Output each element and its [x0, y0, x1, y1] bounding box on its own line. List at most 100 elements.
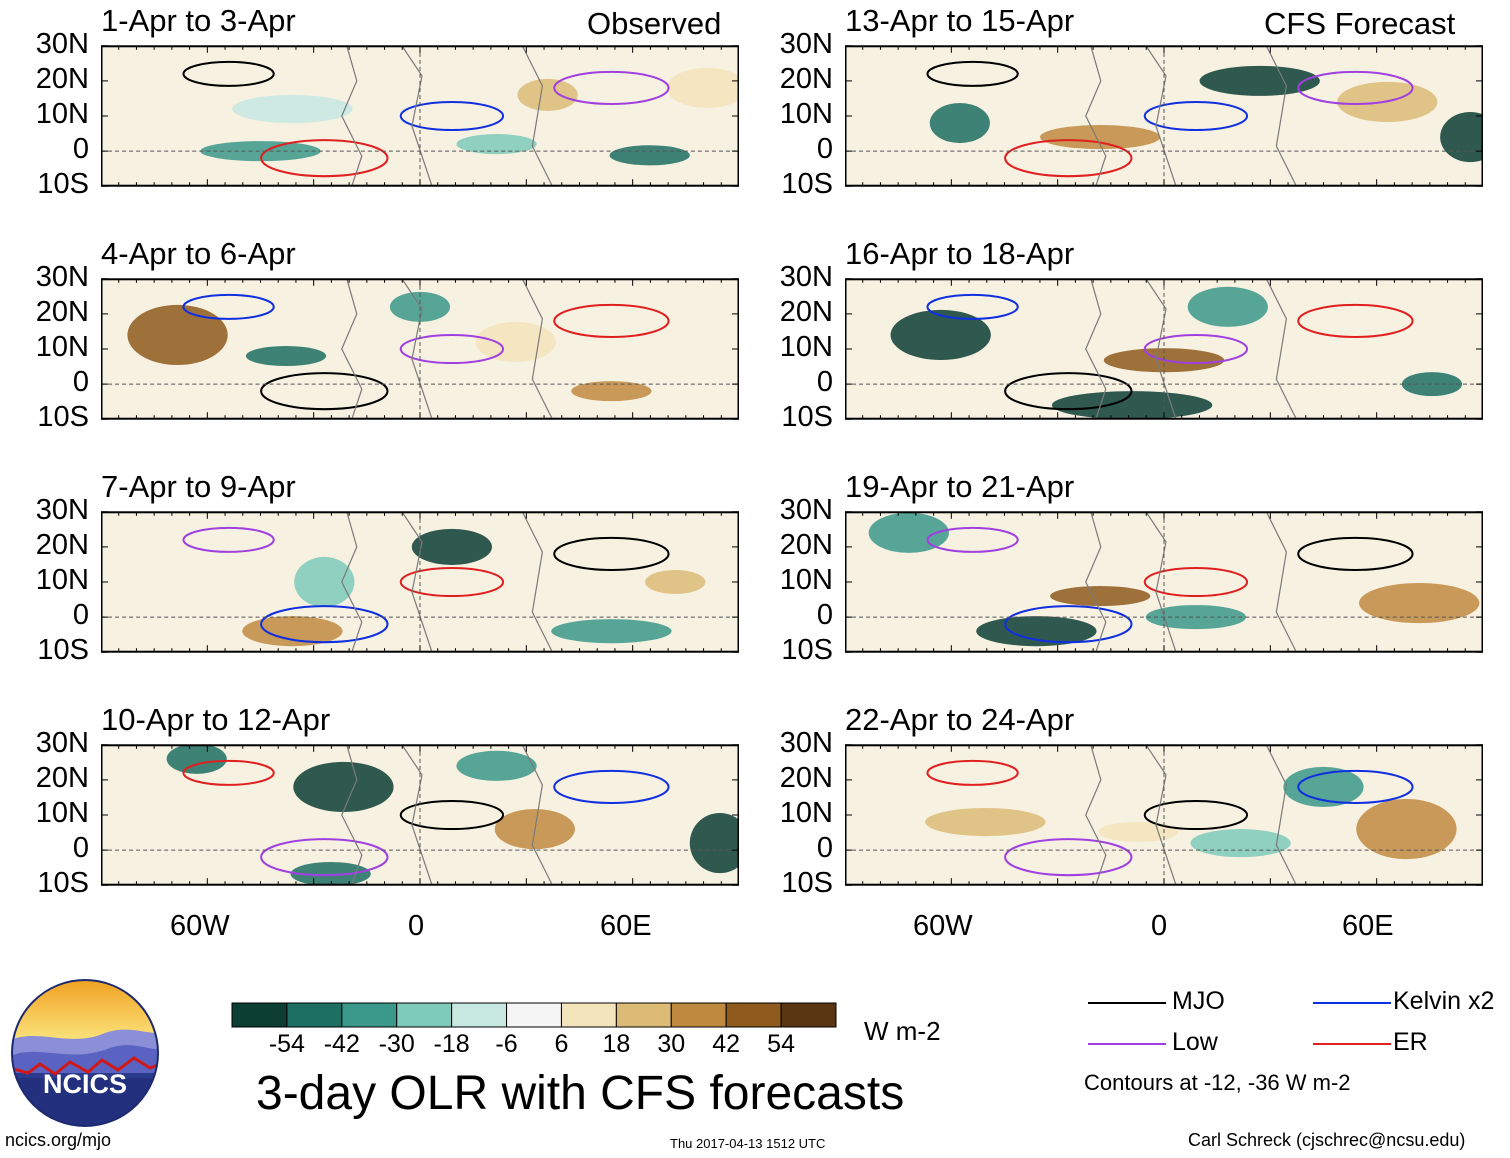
lat-tick-label: 0	[816, 832, 833, 864]
contour-line	[182, 293, 275, 320]
colorbar	[229, 1001, 839, 1031]
colorbar-tick-label: -42	[323, 1030, 360, 1058]
colorbar-swatch	[286, 1002, 343, 1028]
colorbar-units: W m-2	[864, 1016, 941, 1046]
contour-line	[399, 100, 505, 132]
panel-title: 4-Apr to 6-Apr	[101, 236, 296, 271]
contour-line	[1297, 70, 1414, 105]
lat-tick-label: 20N	[779, 529, 833, 561]
contour-line	[182, 60, 275, 87]
lat-tick-label: 0	[816, 366, 833, 398]
colorbar-tick-label: 6	[554, 1030, 569, 1058]
forecast-label: CFS Forecast	[1264, 6, 1456, 41]
olr-anomaly-region	[294, 556, 355, 608]
lon-tick-60e-right: 60E	[1342, 910, 1394, 942]
observed-label: Observed	[587, 6, 722, 41]
legend-label: Kelvin x2	[1393, 987, 1495, 1015]
olr-anomaly-region	[1050, 586, 1151, 607]
lat-tick-label: 10S	[781, 867, 833, 899]
lat-tick-label: 0	[816, 599, 833, 631]
lat-tick-label: 20N	[779, 296, 833, 328]
olr-anomaly-region	[925, 807, 1046, 837]
lon-tick-0-left: 0	[408, 910, 425, 942]
olr-anomaly-region	[1187, 286, 1268, 327]
main-title: 3-day OLR with CFS forecasts	[256, 1067, 905, 1120]
contour-line	[1297, 536, 1414, 571]
colorbar-swatch	[670, 1002, 727, 1028]
lat-tick-label: 20N	[779, 63, 833, 95]
lat-tick-label: 0	[72, 133, 89, 165]
contour-line	[1143, 566, 1249, 598]
colorbar-tick-label: -6	[495, 1030, 518, 1058]
logo-text: NCICS	[43, 1069, 127, 1099]
olr-anomaly-region	[242, 616, 343, 647]
lat-tick-label: 10S	[781, 634, 833, 666]
olr-anomaly-region	[127, 304, 228, 366]
olr-anomaly-region	[1356, 798, 1457, 860]
contour-line	[1004, 605, 1133, 644]
coastline	[341, 744, 553, 886]
contour-line	[553, 769, 670, 804]
lat-tick-label: 10N	[35, 331, 89, 363]
olr-map-panel	[101, 744, 739, 886]
olr-anomaly-region	[551, 619, 672, 644]
colorbar-tick-label: -54	[268, 1030, 305, 1058]
colorbar-tick-label: 42	[712, 1030, 741, 1058]
olr-anomaly-region	[929, 102, 990, 144]
contour-line	[926, 60, 1019, 87]
olr-anomaly-region	[666, 67, 739, 108]
coastline	[1085, 511, 1297, 653]
panel-title: 1-Apr to 3-Apr	[101, 3, 296, 38]
olr-map-panel	[101, 511, 739, 653]
olr-anomaly-region	[890, 309, 991, 361]
contour-line	[1143, 100, 1249, 132]
olr-anomaly-region	[411, 528, 493, 565]
coastline	[1085, 278, 1297, 420]
lat-tick-label: 20N	[779, 762, 833, 794]
colorbar-tick-label: -18	[433, 1030, 470, 1058]
lat-tick-label: 10N	[35, 564, 89, 596]
lat-tick-label: 30N	[779, 494, 833, 526]
coastline	[341, 511, 553, 653]
panel-title: 22-Apr to 24-Apr	[845, 702, 1075, 737]
contour-line	[926, 293, 1019, 320]
olr-anomaly-region	[1283, 766, 1364, 807]
lat-tick-label: 0	[72, 599, 89, 631]
olr-map-panel	[101, 45, 739, 187]
lat-tick-label: 10N	[35, 98, 89, 130]
lat-tick-label: 10S	[37, 401, 89, 433]
lat-tick-label: 10N	[779, 98, 833, 130]
contour-line	[926, 759, 1019, 786]
contour-line	[182, 759, 275, 786]
lat-tick-label: 20N	[35, 63, 89, 95]
lon-tick-60w-left: 60W	[170, 910, 230, 942]
olr-anomaly-region	[290, 861, 371, 886]
colorbar-tick-label: 30	[657, 1030, 686, 1058]
contour-line	[399, 566, 505, 598]
contour-line	[399, 333, 505, 365]
footer-url[interactable]: ncics.org/mjo	[5, 1130, 112, 1150]
lat-tick-label: 20N	[35, 529, 89, 561]
lat-tick-label: 30N	[779, 28, 833, 60]
contour-line	[399, 799, 505, 831]
ncics-logo: NCICS	[10, 978, 160, 1128]
colorbar-swatch	[560, 1002, 617, 1028]
olr-map-panel	[845, 511, 1483, 653]
olr-anomaly-region	[456, 134, 537, 155]
olr-anomaly-region	[609, 145, 690, 166]
contour-line	[1004, 372, 1133, 411]
olr-anomaly-region	[1440, 111, 1483, 163]
colorbar-tick-label: 18	[602, 1030, 631, 1058]
lat-tick-label: 10S	[37, 634, 89, 666]
contour-line	[1297, 303, 1414, 338]
lat-tick-label: 20N	[35, 762, 89, 794]
contour-line	[1297, 769, 1414, 804]
lat-tick-label: 0	[816, 133, 833, 165]
olr-anomaly-region	[517, 78, 578, 111]
contour-line	[260, 838, 389, 877]
olr-anomaly-region	[1199, 65, 1320, 96]
olr-anomaly-region	[293, 761, 394, 812]
legend-label: Low	[1172, 1028, 1218, 1056]
contour-note: Contours at -12, -36 W m-2	[1084, 1070, 1351, 1095]
panel-title: 16-Apr to 18-Apr	[845, 236, 1075, 271]
